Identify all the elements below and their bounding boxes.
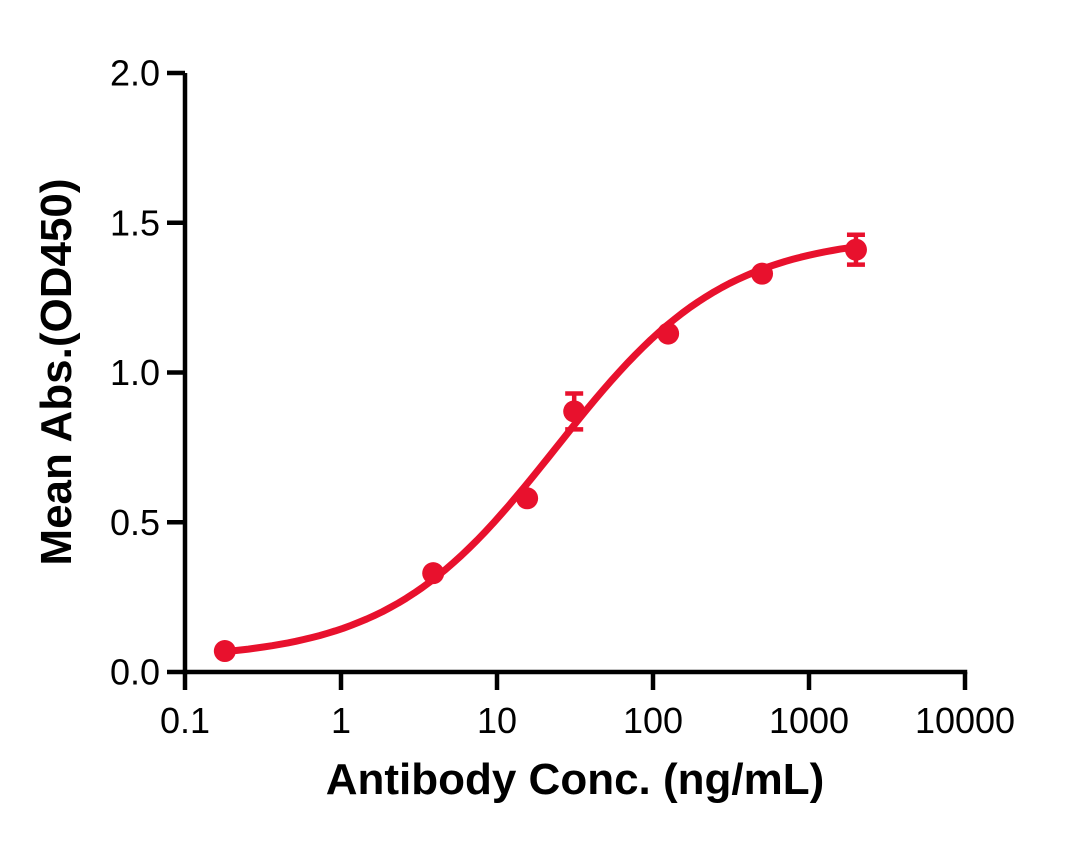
data-point-marker	[213, 640, 236, 663]
y-axis-title: Mean Abs.(OD450)	[32, 178, 81, 566]
fit-curve	[221, 243, 860, 656]
x-axis-title: Antibody Conc. (ng/mL)	[325, 755, 825, 804]
y-tick-label: 0.5	[110, 502, 160, 543]
x-tick-label: 1	[331, 700, 351, 741]
x-tick-label: 100	[623, 700, 683, 741]
data-point-marker	[657, 322, 680, 345]
y-tick-label: 0.0	[110, 652, 160, 693]
data-point-marker	[516, 487, 539, 510]
data-point-marker	[844, 238, 867, 261]
data-point-marker	[751, 262, 774, 285]
data-point-marker	[422, 562, 445, 585]
x-tick-label: 1000	[769, 700, 849, 741]
y-tick-label: 1.5	[110, 202, 160, 243]
x-tick-label: 10000	[915, 700, 1015, 741]
x-tick-label: 0.1	[160, 700, 210, 741]
x-tick-label: 10	[477, 700, 517, 741]
y-tick-label: 2.0	[110, 53, 160, 94]
data-point-marker	[563, 400, 586, 423]
y-tick-label: 1.0	[110, 352, 160, 393]
